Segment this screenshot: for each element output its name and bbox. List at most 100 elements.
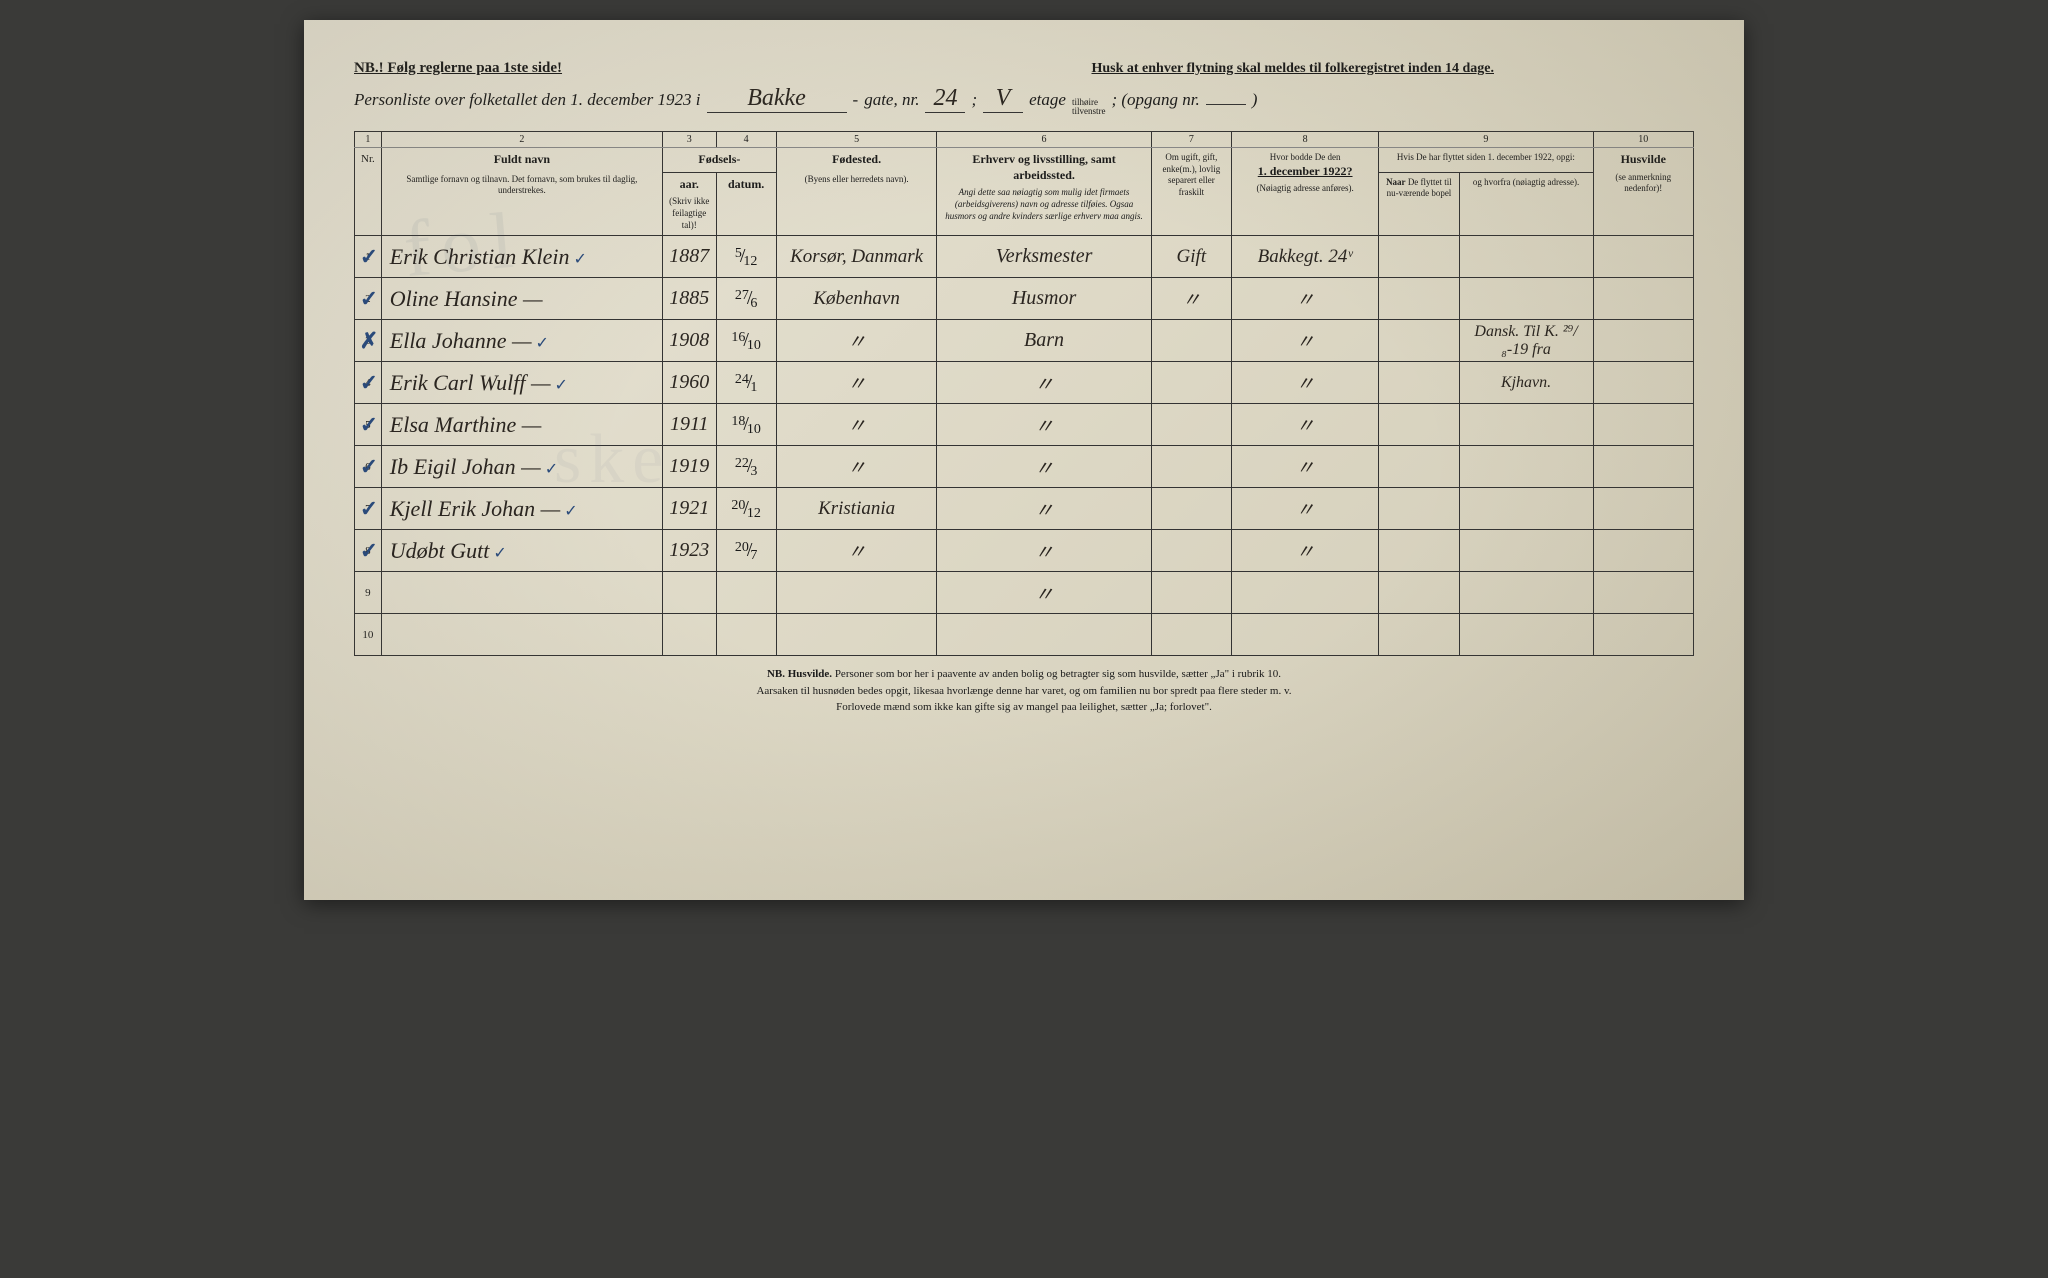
footer-note: NB. Husvilde. Personer som bor her i paa… <box>354 666 1694 716</box>
year-cell: 1911 <box>662 404 716 446</box>
moved-from-cell <box>1459 446 1593 488</box>
header-name: Fuldt navn Samtlige fornavn og tilnavn. … <box>381 148 662 236</box>
census-table: 1 2 3 4 5 6 7 8 9 10 Nr. Fuldt navn Samt… <box>354 131 1694 656</box>
moved-from-cell <box>1459 530 1593 572</box>
col-num-7: 7 <box>1151 132 1231 148</box>
husvilde-cell <box>1593 404 1694 446</box>
moved-when-cell <box>1379 404 1459 446</box>
address-1922-cell: Bakkegt. 24ᵛ <box>1232 236 1379 278</box>
address-1922-cell: 〃 <box>1232 278 1379 320</box>
moved-from-cell <box>1459 572 1593 614</box>
name-cell: ✓ Udøbt Gutt✓ <box>381 530 662 572</box>
date-cell: 16/10 <box>716 320 776 362</box>
table-row: 10 <box>355 614 1694 656</box>
header-address-1922: Hvor bodde De den 1. december 1922? (Nøi… <box>1232 148 1379 236</box>
birthplace-cell: Korsør, Danmark <box>776 236 937 278</box>
header-fodsels: Fødsels- <box>662 148 776 173</box>
occupation-cell: Verksmester <box>937 236 1151 278</box>
table-header: 1 2 3 4 5 6 7 8 9 10 Nr. Fuldt navn Samt… <box>355 132 1694 236</box>
col-num-6: 6 <box>937 132 1151 148</box>
street-name-field: Bakke <box>707 85 847 113</box>
moved-from-cell <box>1459 278 1593 320</box>
col-num-2: 2 <box>381 132 662 148</box>
nb-instruction: NB.! Følg reglerne paa 1ste side! <box>354 60 562 77</box>
date-cell: 22/3 <box>716 446 776 488</box>
col-num-5: 5 <box>776 132 937 148</box>
name-cell <box>381 572 662 614</box>
table-row: 3 ✗ Ella Johanne —✓ 1908 16/10 〃 Barn 〃 … <box>355 320 1694 362</box>
address-1922-cell: 〃 <box>1232 404 1379 446</box>
address-1922-cell <box>1232 614 1379 656</box>
footer-nb: NB. Husvilde. <box>767 668 832 680</box>
birthplace-cell: 〃 <box>776 446 937 488</box>
husvilde-cell <box>1593 362 1694 404</box>
moved-from-cell <box>1459 404 1593 446</box>
name-cell <box>381 614 662 656</box>
marital-cell <box>1151 614 1231 656</box>
row-number: 9 <box>355 572 382 614</box>
header-aar: aar. (Skriv ikke feilagtige tal)! <box>662 172 716 236</box>
year-cell: 1919 <box>662 446 716 488</box>
marital-cell: 〃 <box>1151 278 1231 320</box>
row-number: 10 <box>355 614 382 656</box>
husvilde-cell <box>1593 446 1694 488</box>
occupation-cell: 〃 <box>937 404 1151 446</box>
header-nr: Nr. <box>355 148 382 236</box>
name-cell: ✓ Oline Hansine — <box>381 278 662 320</box>
address-1922-cell: 〃 <box>1232 530 1379 572</box>
husvilde-cell <box>1593 236 1694 278</box>
date-cell: 20/7 <box>716 530 776 572</box>
moved-from-cell <box>1459 488 1593 530</box>
opgang-label: ; (opgang nr. <box>1111 90 1199 110</box>
table-row: 2 ✓ Oline Hansine — 1885 27/6 København … <box>355 278 1694 320</box>
occupation-cell: Barn <box>937 320 1151 362</box>
reminder-instruction: Husk at enhver flytning skal meldes til … <box>1091 61 1494 77</box>
etage-label: etage <box>1029 90 1066 110</box>
year-cell <box>662 614 716 656</box>
header-fodested: Fødested. (Byens eller herredets navn). <box>776 148 937 236</box>
table-row: 4 ✓ Erik Carl Wulff —✓ 1960 24/1 〃 〃 〃 K… <box>355 362 1694 404</box>
date-cell <box>716 572 776 614</box>
husvilde-cell <box>1593 278 1694 320</box>
birthplace-cell: 〃 <box>776 362 937 404</box>
table-row: 5 ✓ Elsa Marthine — 1911 18/10 〃 〃 〃 <box>355 404 1694 446</box>
year-cell: 1887 <box>662 236 716 278</box>
date-cell <box>716 614 776 656</box>
moved-when-cell <box>1379 236 1459 278</box>
husvilde-cell <box>1593 320 1694 362</box>
col-num-8: 8 <box>1232 132 1379 148</box>
col-num-9: 9 <box>1379 132 1593 148</box>
occupation-cell: 〃 <box>937 530 1151 572</box>
gate-number-field: 24 <box>925 85 965 113</box>
col-num-1: 1 <box>355 132 382 148</box>
year-cell: 1921 <box>662 488 716 530</box>
year-cell: 1923 <box>662 530 716 572</box>
header-datum: datum. <box>716 172 776 236</box>
name-cell: ✓ Kjell Erik Johan —✓ <box>381 488 662 530</box>
header-husvilde: Husvilde (se anmerkning nedenfor)! <box>1593 148 1694 236</box>
birthplace-cell: 〃 <box>776 404 937 446</box>
address-1922-cell <box>1232 572 1379 614</box>
side-options: tilhøire tilvenstre <box>1072 98 1106 116</box>
moved-from-cell <box>1459 614 1593 656</box>
col-num-4: 4 <box>716 132 776 148</box>
gate-label: gate, nr. <box>864 90 919 110</box>
birthplace-cell <box>776 572 937 614</box>
moved-when-cell <box>1379 320 1459 362</box>
moved-when-cell <box>1379 362 1459 404</box>
moved-from-cell <box>1459 236 1593 278</box>
year-cell: 1960 <box>662 362 716 404</box>
birthplace-cell: 〃 <box>776 530 937 572</box>
birthplace-cell <box>776 614 937 656</box>
marital-cell <box>1151 404 1231 446</box>
closing-paren: ) <box>1252 90 1258 110</box>
year-cell: 1885 <box>662 278 716 320</box>
birthplace-cell: Kristiania <box>776 488 937 530</box>
husvilde-cell <box>1593 530 1694 572</box>
header-flyttet: Hvis De har flyttet siden 1. december 19… <box>1379 148 1593 173</box>
census-form-page: fol ske NB.! Følg reglerne paa 1ste side… <box>304 20 1744 900</box>
name-cell: ✓ Elsa Marthine — <box>381 404 662 446</box>
moved-from-cell: Dansk. Til K. ²⁹/₈-19 fra <box>1459 320 1593 362</box>
moved-from-cell: Kjhavn. <box>1459 362 1593 404</box>
header-erhverv: Erhverv og livsstilling, samt arbeidsste… <box>937 148 1151 236</box>
